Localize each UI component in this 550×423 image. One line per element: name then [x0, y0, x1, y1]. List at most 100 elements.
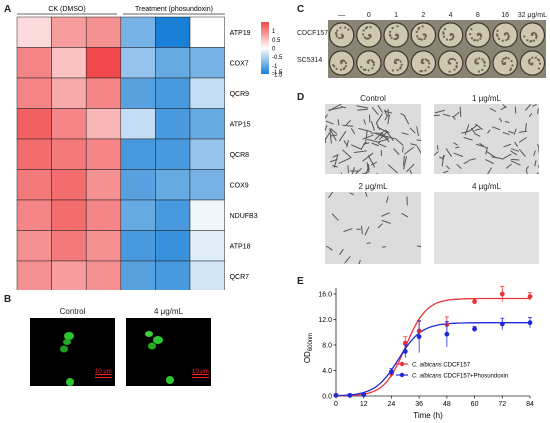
data-point: [347, 392, 353, 398]
plate-well-speck: [365, 37, 368, 40]
heatmap-cell: [120, 138, 156, 170]
heatmap-cell: [120, 260, 156, 290]
hypha: [406, 163, 415, 173]
heatmap-cell: [85, 230, 122, 262]
colorbar-tick-label: 0: [272, 47, 276, 53]
hypha: [340, 172, 343, 174]
group-label-treatment: Treatment (phosundoxin): [135, 6, 213, 13]
plate-well-speck: [338, 36, 341, 40]
plate-well-speck: [391, 69, 394, 72]
micro-label-control: Control: [360, 94, 386, 103]
heatmap-cell: [120, 199, 156, 231]
hypha: [518, 137, 527, 143]
hypha: [377, 105, 383, 113]
hypha: [365, 129, 368, 144]
plate-well-speck: [447, 59, 450, 62]
plate-well-speck: [479, 37, 482, 40]
plate-well-speck: [336, 29, 339, 32]
hypha: [351, 167, 355, 174]
heatmap-cell: [189, 169, 225, 201]
hypha: [416, 146, 421, 154]
plate-well-speck: [534, 32, 537, 35]
hypha: [328, 104, 342, 112]
panel-label-d: D: [297, 92, 305, 103]
hypha: [375, 133, 388, 139]
hypha: [401, 212, 409, 218]
heatmap-cell: [120, 169, 156, 201]
plate-well-speck: [342, 67, 345, 71]
plate-well-speck: [347, 28, 350, 31]
heatmap-cell: [120, 16, 156, 48]
hypha: [338, 157, 352, 164]
hypha: [506, 163, 512, 169]
hypha: [343, 140, 348, 146]
legend: C. albicans CDCF157 C. albicans CDCF157+P…: [396, 361, 508, 380]
fluorescence-image-treated: [126, 318, 211, 386]
fit-curve: [335, 322, 530, 397]
plate-well-speck: [529, 40, 532, 43]
hypha: [419, 245, 421, 248]
micro-label-1: 1 μg/mL: [471, 94, 502, 103]
heatmap-cell: [189, 199, 225, 231]
plate-concentration-label: 4: [448, 12, 453, 19]
hypha: [358, 259, 361, 264]
plate-well-speck: [452, 35, 455, 39]
hypha: [479, 143, 487, 149]
plate-well-speck: [334, 31, 338, 35]
hypha: [489, 108, 497, 112]
plate-well-speck: [341, 59, 345, 62]
plate-well-speck: [361, 33, 365, 36]
data-point: [472, 299, 477, 305]
hypha: [381, 212, 390, 217]
hypha: [347, 165, 350, 173]
plate-well-speck: [417, 37, 420, 40]
micro-label-2: 2 μg/mL: [358, 182, 388, 191]
hypha: [537, 108, 539, 115]
hypha: [357, 108, 368, 111]
heatmap-row-label: COX9: [230, 182, 249, 189]
colorbar-tick-label: 1: [272, 29, 276, 35]
plate-well-speck: [344, 61, 348, 64]
data-point: [416, 334, 422, 340]
hypha: [416, 139, 421, 141]
heatmap-cell: [85, 108, 122, 140]
hypha: [436, 145, 439, 151]
plate-well-speck: [399, 67, 402, 70]
x-tick-label: 72: [498, 401, 506, 408]
colorbar-tick-label: 0.5: [272, 38, 281, 44]
hypha: [456, 164, 462, 169]
hypha: [381, 219, 391, 224]
hypha: [514, 141, 518, 147]
hypha: [453, 142, 458, 146]
hypha: [367, 155, 376, 168]
heatmap-row-label: QCR9: [230, 91, 250, 98]
plate-well-speck: [523, 35, 526, 38]
hypha: [502, 131, 510, 135]
hypha: [362, 134, 374, 140]
plate-well-speck: [419, 70, 422, 73]
plate-well-speck: [335, 67, 338, 70]
plate-well-speck: [528, 58, 531, 61]
hypha: [331, 213, 339, 221]
hypha: [329, 129, 332, 144]
plate-well-speck: [510, 59, 513, 63]
plate-well-speck: [451, 57, 455, 60]
panel-label-a: A: [4, 4, 12, 15]
plate-well-speck: [451, 38, 454, 41]
plate-concentration-label: 0: [366, 12, 371, 19]
hypha: [367, 138, 381, 143]
heatmap-cell: [85, 16, 122, 48]
hypha: [404, 146, 414, 155]
hypha: [468, 124, 478, 132]
plate-well-speck: [332, 63, 335, 67]
hypha: [510, 150, 518, 156]
hypha: [525, 104, 531, 111]
heatmap-row-label: QCR8: [230, 152, 250, 159]
plate-well-speck: [396, 36, 400, 39]
plate-well-speck: [372, 61, 375, 64]
plate-well-speck: [339, 26, 342, 29]
plate-well-speck: [474, 61, 477, 64]
hypha: [487, 167, 492, 174]
plate-well-speck: [393, 59, 397, 62]
plate-well-speck: [362, 68, 365, 71]
